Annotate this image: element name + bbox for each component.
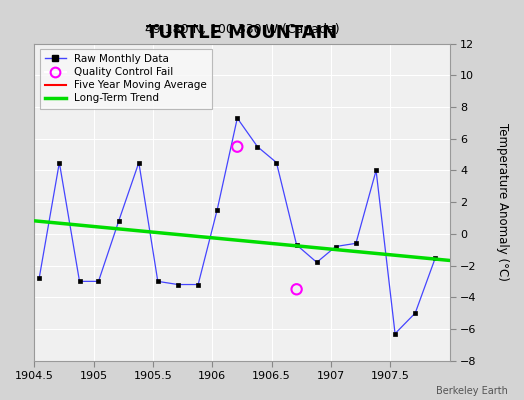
Legend: Raw Monthly Data, Quality Control Fail, Five Year Moving Average, Long-Term Tren: Raw Monthly Data, Quality Control Fail, … [40,49,212,109]
Point [233,144,242,150]
Text: 49.180 N, 100.330 W (Canada): 49.180 N, 100.330 W (Canada) [145,23,340,36]
Point [292,286,301,292]
Title: TURTLE MOUNTAIN: TURTLE MOUNTAIN [146,24,337,42]
Text: Berkeley Earth: Berkeley Earth [436,386,508,396]
Y-axis label: Temperature Anomaly (°C): Temperature Anomaly (°C) [496,123,509,281]
